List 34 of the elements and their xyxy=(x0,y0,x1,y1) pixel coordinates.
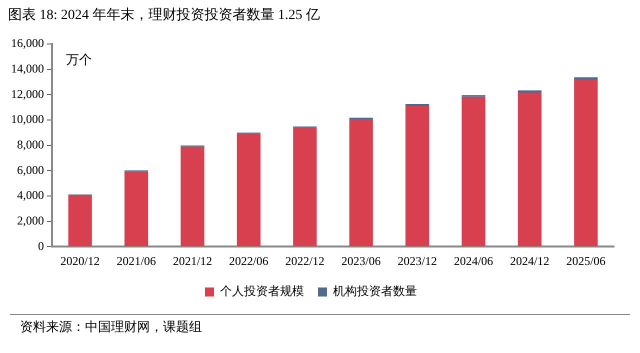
y-tick-label: 2,000 xyxy=(17,213,44,228)
y-axis-title: 万个 xyxy=(66,52,92,67)
y-tick-label: 4,000 xyxy=(17,188,44,202)
bar xyxy=(518,92,542,246)
x-tick-label: 2023/12 xyxy=(398,254,437,268)
legend-label: 机构投资者数量 xyxy=(333,284,417,298)
bar xyxy=(462,96,486,246)
x-tick-label: 2023/06 xyxy=(341,254,381,268)
bar xyxy=(180,146,204,246)
y-tick-label: 8,000 xyxy=(17,137,44,152)
y-tick-label: 0 xyxy=(38,238,44,253)
bar xyxy=(293,128,317,246)
x-tick-label: 2022/12 xyxy=(285,254,325,268)
y-tick-label: 14,000 xyxy=(11,61,44,76)
chart-title: 图表 18: 2024 年年末，理财投资投资者数量 1.25 亿 xyxy=(8,6,320,24)
x-tick-label: 2025/06 xyxy=(566,254,606,268)
bar xyxy=(406,106,430,246)
text: 资料来源：中国理财网，课题组 xyxy=(20,318,202,336)
x-tick-label: 2020/12 xyxy=(60,254,100,268)
y-tick-label: 12,000 xyxy=(11,86,44,101)
y-tick-label: 6,000 xyxy=(17,162,44,177)
x-tick-label: 2024/06 xyxy=(454,254,494,268)
bar xyxy=(236,134,260,246)
x-tick-label: 2024/12 xyxy=(510,254,550,268)
x-tick-label: 2021/12 xyxy=(172,254,212,268)
bar xyxy=(124,171,148,246)
y-tick-label: 16,000 xyxy=(11,36,44,50)
bar xyxy=(574,79,598,246)
y-tick-label: 10,000 xyxy=(11,112,44,126)
legend-label: 个人投资者规模 xyxy=(220,284,304,298)
x-tick-label: 2021/06 xyxy=(116,254,156,268)
bar xyxy=(68,194,92,246)
bar xyxy=(349,118,373,246)
x-tick-label: 2022/06 xyxy=(229,254,268,268)
